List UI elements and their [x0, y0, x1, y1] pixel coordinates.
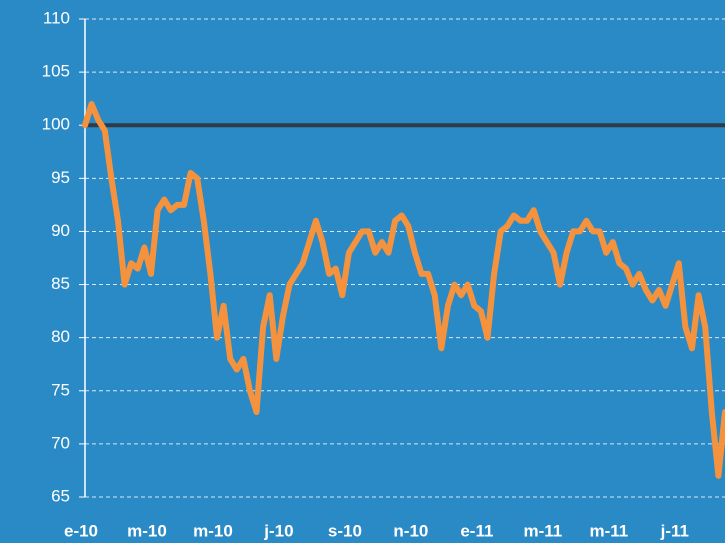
x-tick-label: m-11 [589, 521, 628, 540]
x-tick-label: e-11 [460, 521, 493, 540]
x-tick-label: e-10 [64, 521, 98, 540]
x-tick-label: j-10 [263, 521, 293, 540]
y-tick-label: 105 [42, 62, 70, 81]
x-tick-label: m-11 [523, 521, 562, 540]
y-tick-label: 80 [51, 327, 70, 346]
y-tick-label: 65 [51, 486, 70, 505]
x-tick-label: n-10 [393, 521, 428, 540]
data-line [82, 101, 725, 479]
x-tick-label: m-10 [193, 521, 233, 540]
y-tick-label: 85 [51, 274, 70, 293]
y-tick-label: 70 [51, 433, 70, 452]
y-tick-label: 100 [42, 115, 70, 134]
x-tick-label: s-10 [328, 521, 362, 540]
y-tick-label: 90 [51, 221, 70, 240]
x-tick-label: j-11 [660, 521, 689, 540]
y-tick-label: 95 [51, 168, 70, 187]
x-tick-label: m-10 [127, 521, 167, 540]
y-tick-label: 75 [51, 380, 70, 399]
y-tick-label: 110 [43, 8, 70, 27]
